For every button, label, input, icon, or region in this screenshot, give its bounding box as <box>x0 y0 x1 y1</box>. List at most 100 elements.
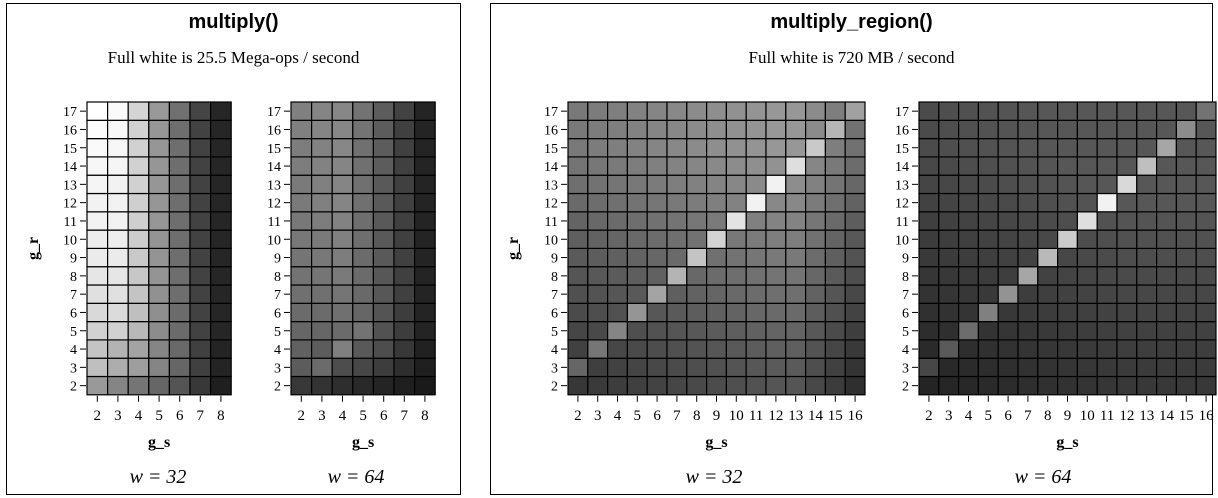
heat-cell <box>765 247 787 268</box>
y-tick-label: 8 <box>551 270 558 285</box>
heat-cell <box>1195 192 1217 213</box>
heat-cell <box>168 101 191 121</box>
heat-cell <box>686 339 708 359</box>
heat-cell <box>587 101 609 121</box>
heat-cell <box>666 137 688 158</box>
y-tick-label: 14 <box>544 160 558 175</box>
heat-cell <box>957 101 979 121</box>
heat-cell <box>567 119 589 140</box>
heat-cell <box>957 302 979 323</box>
heat-cell <box>1156 321 1178 341</box>
heat-cell <box>1076 284 1098 304</box>
heat-cell <box>1195 357 1217 378</box>
heat-cell <box>765 211 787 231</box>
heat-cell <box>1057 229 1079 250</box>
heat-cell <box>918 174 940 195</box>
heat-cell <box>785 229 807 250</box>
heat-cell <box>414 101 436 121</box>
heat-cell <box>393 101 416 121</box>
y-tick-label: 10 <box>63 233 77 248</box>
heat-cell <box>331 192 354 213</box>
heat-cell <box>824 247 846 268</box>
heat-cell <box>189 192 212 213</box>
heat-cell <box>1116 321 1138 341</box>
heat-cell <box>824 266 846 286</box>
heat-cell <box>1136 247 1158 268</box>
heat-cell <box>587 229 609 250</box>
heat-cell <box>606 119 628 140</box>
y-tick-label: 6 <box>70 306 77 321</box>
heat-cell <box>1076 192 1098 213</box>
heat-cell <box>168 247 191 268</box>
heat-cell <box>1076 247 1098 268</box>
heat-cell <box>938 174 960 195</box>
heat-cell <box>372 174 395 195</box>
x-tick-label: 4 <box>135 408 143 424</box>
heat-cell <box>587 192 609 213</box>
heat-cell <box>189 229 212 250</box>
heat-cell <box>414 339 436 359</box>
heat-cell <box>844 101 866 121</box>
heat-cell <box>189 375 212 396</box>
y-tick-label: 11 <box>268 215 281 230</box>
y-tick-label: 17 <box>267 105 281 120</box>
heat-cell <box>352 357 375 378</box>
heat-cell <box>844 266 866 286</box>
heat-cell <box>106 375 129 396</box>
heat-cell <box>290 137 313 158</box>
heat-cell <box>1116 192 1138 213</box>
heat-cell <box>997 119 1019 140</box>
heat-cell <box>210 321 232 341</box>
heat-cell <box>414 174 436 195</box>
heat-cell <box>148 247 171 268</box>
heat-cell <box>1195 211 1217 231</box>
heat-cell <box>1076 101 1098 121</box>
heat-cell <box>1175 357 1197 378</box>
heat-cell <box>168 266 191 286</box>
heat-cell <box>1175 192 1197 213</box>
heat-cell <box>1017 192 1039 213</box>
heat-cell <box>785 339 807 359</box>
heat-cell <box>725 156 747 176</box>
heat-cell <box>1116 229 1138 250</box>
heat-cell <box>310 266 333 286</box>
heat-cell <box>86 284 109 304</box>
heat-cell <box>997 302 1019 323</box>
heat-cell <box>148 211 171 231</box>
heat-cell <box>844 375 866 396</box>
heat-cell <box>393 284 416 304</box>
heat-cell <box>997 375 1019 396</box>
heat-cell <box>352 119 375 140</box>
heat-cell <box>86 119 109 140</box>
heat-cell <box>765 284 787 304</box>
heat-cell <box>331 211 354 231</box>
heat-cell <box>290 339 313 359</box>
heat-cell <box>1156 211 1178 231</box>
heat-cell <box>1096 321 1118 341</box>
heat-cell <box>1136 211 1158 231</box>
heat-cell <box>765 302 787 323</box>
x-tick-label: 7 <box>1024 408 1032 424</box>
heat-cell <box>189 174 212 195</box>
heat-cell <box>1175 211 1197 231</box>
heat-cell <box>1017 357 1039 378</box>
y-axis-label: g_r <box>25 237 42 260</box>
heat-cell <box>646 375 668 396</box>
heat-cell <box>1156 101 1178 121</box>
y-tick-label: 12 <box>895 197 909 212</box>
heat-cell <box>393 375 416 396</box>
heat-cell <box>1136 101 1158 121</box>
heat-cell <box>127 266 150 286</box>
x-tick-label: 6 <box>176 408 184 424</box>
heat-cell <box>1037 101 1059 121</box>
heat-cell <box>1057 211 1079 231</box>
heat-cell <box>1175 375 1197 396</box>
heat-cell <box>352 284 375 304</box>
heat-cell <box>587 156 609 176</box>
heat-cell <box>168 174 191 195</box>
heat-cell <box>1017 119 1039 140</box>
heat-cell <box>393 321 416 341</box>
heat-cell <box>1156 266 1178 286</box>
heat-cell <box>626 302 648 323</box>
